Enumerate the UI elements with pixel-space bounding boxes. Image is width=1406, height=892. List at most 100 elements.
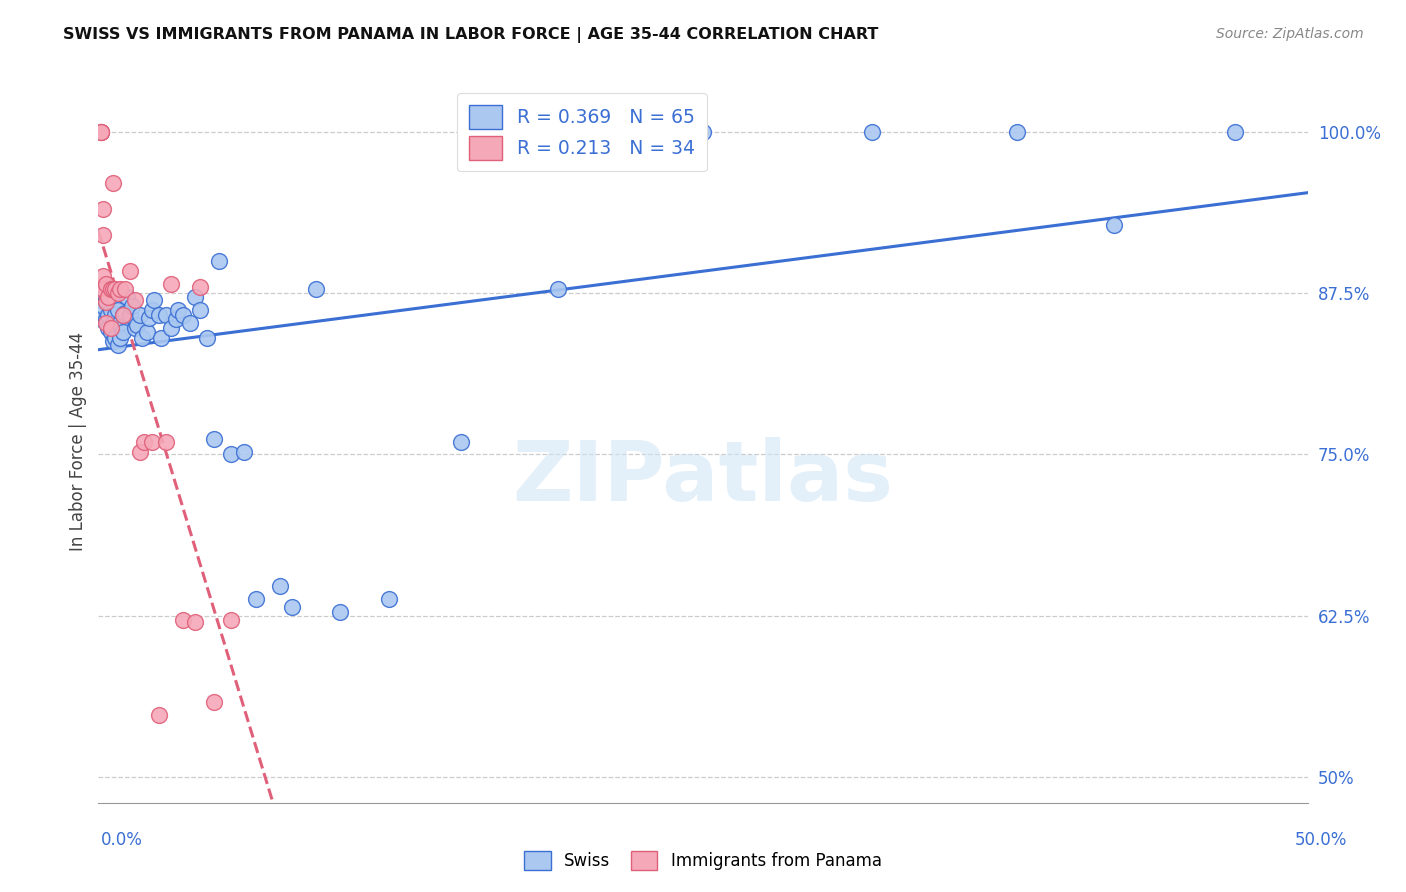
Point bbox=[91, 299, 114, 313]
Point bbox=[104, 282, 127, 296]
Point bbox=[221, 613, 243, 627]
Point bbox=[101, 316, 124, 330]
Point bbox=[155, 434, 177, 449]
Point bbox=[195, 331, 218, 345]
Point bbox=[104, 331, 127, 345]
Point bbox=[860, 125, 883, 139]
Point bbox=[184, 615, 207, 630]
Point bbox=[1007, 125, 1029, 139]
Point bbox=[101, 177, 124, 191]
Point bbox=[94, 312, 117, 326]
Point bbox=[1223, 125, 1246, 139]
Point bbox=[138, 310, 160, 325]
Text: SWISS VS IMMIGRANTS FROM PANAMA IN LABOR FORCE | AGE 35-44 CORRELATION CHART: SWISS VS IMMIGRANTS FROM PANAMA IN LABOR… bbox=[63, 27, 879, 43]
Point bbox=[208, 253, 231, 268]
Point bbox=[547, 282, 569, 296]
Point bbox=[121, 299, 143, 313]
Point bbox=[90, 282, 112, 296]
Point bbox=[90, 312, 112, 326]
Point bbox=[232, 445, 254, 459]
Point bbox=[101, 295, 124, 310]
Point bbox=[90, 125, 112, 139]
Point bbox=[91, 282, 114, 296]
Point bbox=[118, 264, 141, 278]
Point bbox=[179, 316, 201, 330]
Point bbox=[111, 308, 134, 322]
Point bbox=[107, 338, 129, 352]
Point bbox=[377, 591, 399, 606]
Point bbox=[101, 282, 124, 296]
Point bbox=[134, 434, 156, 449]
Text: 0.0%: 0.0% bbox=[101, 831, 143, 849]
Point bbox=[188, 302, 211, 317]
Point bbox=[101, 334, 124, 348]
Text: Source: ZipAtlas.com: Source: ZipAtlas.com bbox=[1216, 27, 1364, 41]
Point bbox=[124, 293, 146, 307]
Point bbox=[97, 308, 120, 322]
Point bbox=[114, 305, 136, 319]
Point bbox=[118, 308, 141, 322]
Point bbox=[150, 331, 173, 345]
Point bbox=[100, 282, 122, 296]
Point bbox=[104, 308, 127, 322]
Point bbox=[305, 282, 328, 296]
Point bbox=[107, 286, 129, 301]
Point bbox=[245, 591, 267, 606]
Point bbox=[104, 321, 127, 335]
Text: ZIPatlas: ZIPatlas bbox=[513, 437, 893, 518]
Point bbox=[94, 293, 117, 307]
Point bbox=[160, 277, 183, 292]
Point bbox=[165, 312, 187, 326]
Point bbox=[141, 302, 163, 317]
Point bbox=[90, 125, 112, 139]
Point bbox=[90, 125, 112, 139]
Point bbox=[97, 321, 120, 335]
Point bbox=[117, 290, 139, 304]
Point bbox=[131, 331, 153, 345]
Point bbox=[91, 202, 114, 217]
Point bbox=[143, 293, 166, 307]
Point bbox=[172, 613, 194, 627]
Legend: Swiss, Immigrants from Panama: Swiss, Immigrants from Panama bbox=[517, 844, 889, 877]
Point bbox=[91, 269, 114, 284]
Point bbox=[148, 708, 170, 723]
Point bbox=[108, 331, 131, 345]
Y-axis label: In Labor Force | Age 35-44: In Labor Force | Age 35-44 bbox=[69, 332, 87, 551]
Point bbox=[108, 282, 131, 296]
Point bbox=[94, 316, 117, 330]
Point bbox=[204, 695, 226, 709]
Point bbox=[91, 228, 114, 243]
Text: 50.0%: 50.0% bbox=[1295, 831, 1347, 849]
Point bbox=[124, 321, 146, 335]
Point bbox=[97, 286, 120, 301]
Point bbox=[135, 325, 157, 339]
Point bbox=[94, 295, 117, 310]
Point bbox=[141, 434, 163, 449]
Point bbox=[155, 308, 177, 322]
Point bbox=[128, 445, 150, 459]
Point bbox=[114, 282, 136, 296]
Point bbox=[90, 293, 112, 307]
Point bbox=[184, 290, 207, 304]
Point bbox=[269, 579, 291, 593]
Point bbox=[167, 302, 190, 317]
Point bbox=[329, 605, 352, 619]
Point bbox=[281, 599, 304, 614]
Point bbox=[111, 308, 134, 322]
Point bbox=[111, 325, 134, 339]
Point bbox=[221, 447, 243, 461]
Point bbox=[160, 321, 183, 335]
Point bbox=[128, 308, 150, 322]
Point bbox=[107, 302, 129, 317]
Point bbox=[692, 125, 714, 139]
Point bbox=[450, 434, 472, 449]
Point bbox=[204, 432, 226, 446]
Point bbox=[97, 290, 120, 304]
Legend: R = 0.369   N = 65, R = 0.213   N = 34: R = 0.369 N = 65, R = 0.213 N = 34 bbox=[457, 94, 707, 171]
Point bbox=[100, 325, 122, 339]
Point bbox=[100, 290, 122, 304]
Point bbox=[94, 279, 117, 293]
Point bbox=[1102, 218, 1125, 232]
Point bbox=[91, 279, 114, 293]
Point bbox=[100, 302, 122, 317]
